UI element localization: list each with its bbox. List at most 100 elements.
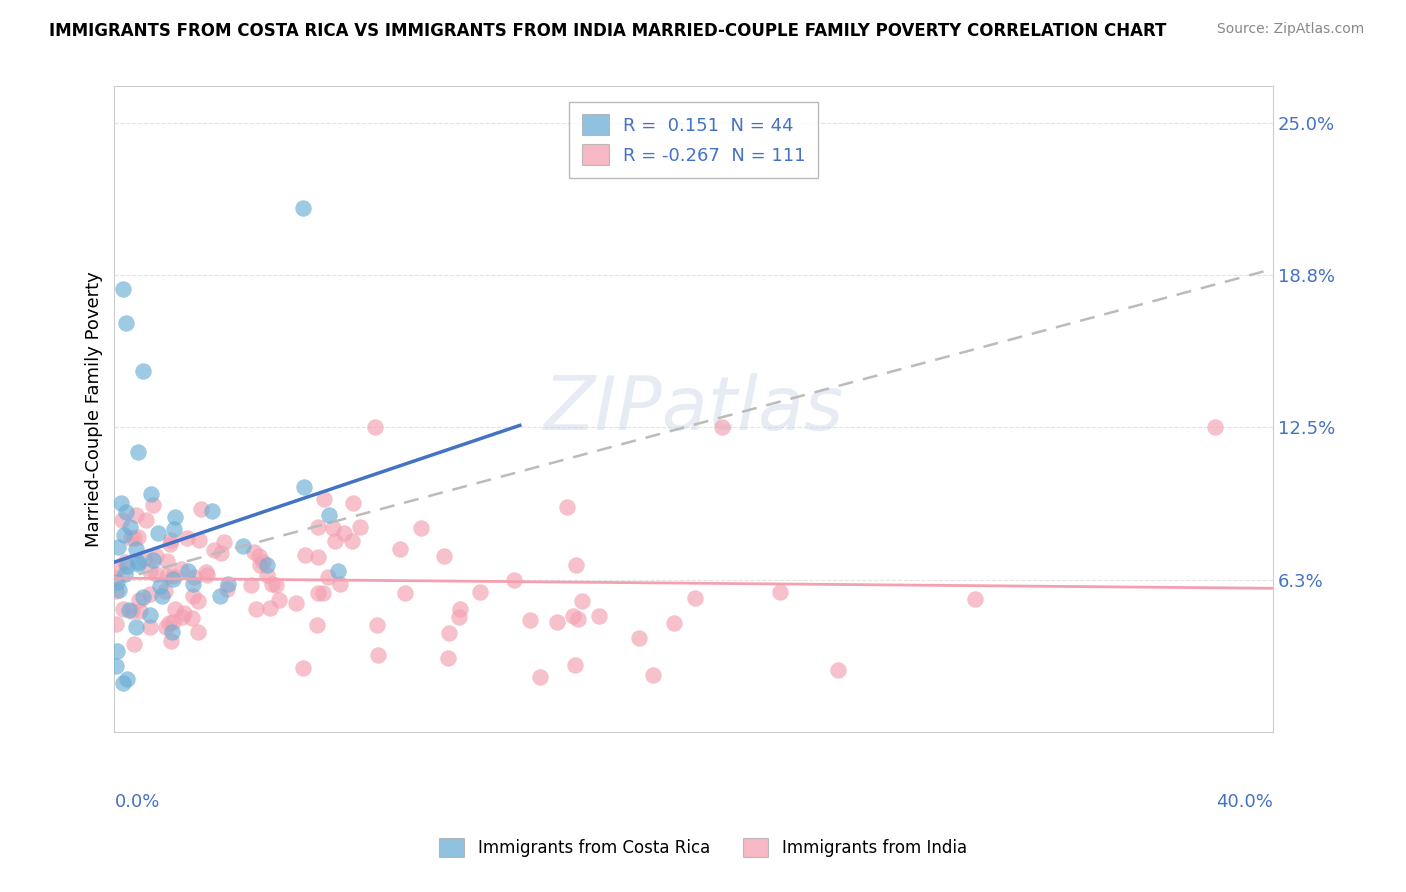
Point [181,610,204,624]
Text: 0.0%: 0.0% [114,793,160,811]
Point [562,609,585,624]
Point [588,609,610,624]
Text: IMMIGRANTS FROM COSTA RICA VS IMMIGRANTS FROM INDIA MARRIED-COUPLE FAMILY POVERT: IMMIGRANTS FROM COSTA RICA VS IMMIGRANTS… [49,22,1167,40]
Point [162,615,184,630]
Point [202,542,225,557]
Point [292,661,315,675]
Point [208,589,231,603]
Point [291,201,314,215]
Point [195,566,218,580]
Point [105,575,128,590]
Point [115,316,138,330]
Point [212,535,235,549]
Point [110,496,132,510]
Point [117,672,139,686]
Point [107,583,129,598]
Point [176,531,198,545]
Point [129,605,152,619]
Point [519,613,541,627]
Point [132,590,155,604]
Point [342,534,364,549]
Point [388,542,411,557]
Point [141,487,163,501]
Point [567,612,589,626]
Point [211,546,233,560]
Point [105,616,128,631]
Point [322,521,344,535]
Point [349,519,371,533]
Point [217,577,239,591]
Point [163,601,186,615]
Point [117,602,139,616]
Point [247,549,270,563]
Point [132,364,155,378]
Point [394,585,416,599]
Point [139,587,162,601]
Point [769,585,792,599]
Point [111,601,134,615]
Point [564,558,586,573]
Point [111,513,134,527]
Point [827,663,849,677]
Point [163,510,186,524]
Point [125,508,148,522]
Point [115,558,138,573]
Point [169,562,191,576]
Point [122,531,145,545]
Point [118,520,141,534]
Point [121,604,143,618]
Point [249,558,271,572]
Point [231,540,253,554]
Point [112,528,135,542]
Point [127,530,149,544]
Point [181,577,204,591]
Point [172,609,194,624]
Point [150,589,173,603]
Point [437,651,460,665]
Point [503,574,526,588]
Point [111,676,134,690]
Point [571,593,593,607]
Point [555,500,578,515]
Point [115,505,138,519]
Point [201,504,224,518]
Legend: R =  0.151  N = 44, R = -0.267  N = 111: R = 0.151 N = 44, R = -0.267 N = 111 [569,102,818,178]
Point [163,522,186,536]
Point [139,620,162,634]
Point [156,569,179,583]
Point [104,583,127,598]
Point [159,533,181,547]
Point [188,533,211,547]
Point [963,592,986,607]
Point [145,549,167,563]
Point [162,569,184,583]
Point [104,659,127,673]
Point [411,521,433,535]
Point [155,584,177,599]
Point [173,606,195,620]
Point [294,548,316,562]
Point [155,620,177,634]
Point [139,564,162,578]
Point [134,551,156,566]
Point [114,555,136,569]
Point [367,648,389,663]
Point [239,578,262,592]
Point [307,520,329,534]
Point [641,668,664,682]
Point [342,496,364,510]
Point [245,602,267,616]
Point [447,610,470,624]
Point [162,572,184,586]
Point [142,498,165,512]
Point [433,549,456,563]
Point [112,281,135,295]
Point [195,568,218,582]
Point [333,526,356,541]
Point [125,542,148,557]
Point [256,567,278,582]
Point [127,444,149,458]
Point [627,631,650,645]
Point [314,491,336,506]
Point [267,593,290,607]
